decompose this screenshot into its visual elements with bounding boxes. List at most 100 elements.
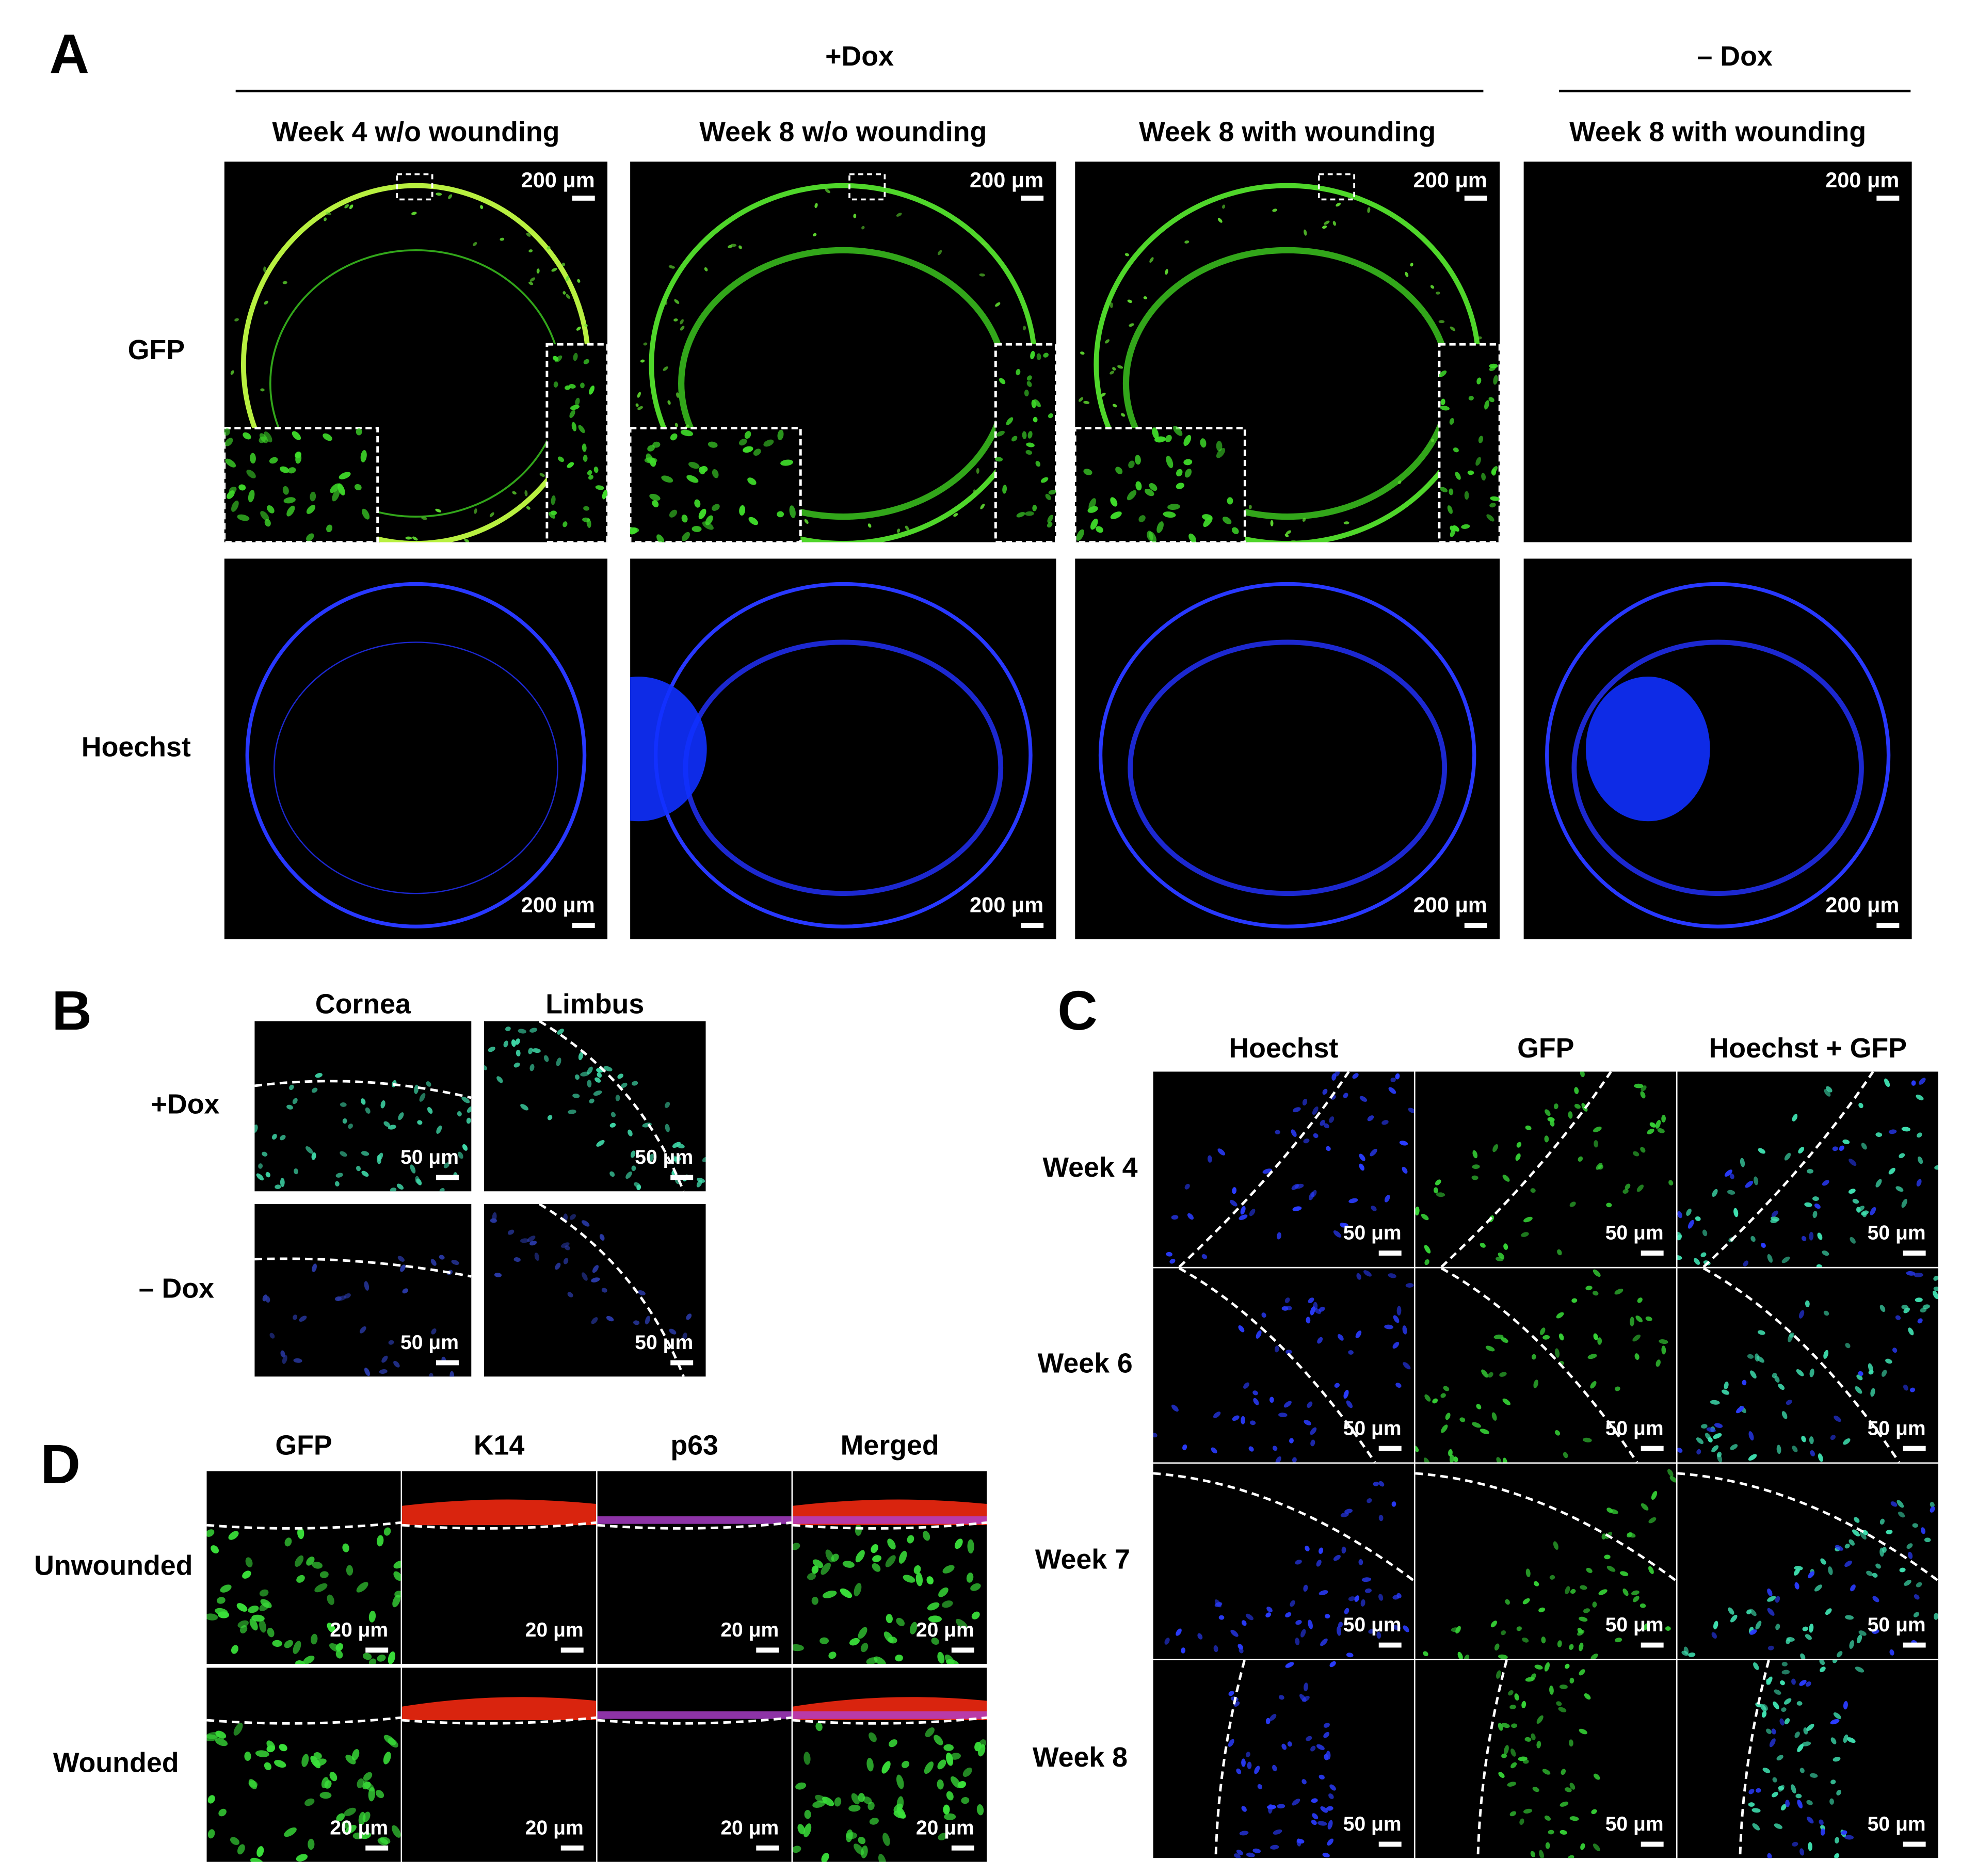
nucleus bbox=[231, 1645, 238, 1654]
nucleus bbox=[1026, 442, 1035, 447]
nucleus bbox=[889, 1739, 897, 1747]
nucleus bbox=[637, 1290, 646, 1295]
nucleus bbox=[950, 1753, 961, 1760]
nucleus bbox=[1784, 1718, 1790, 1725]
panel-letter: C bbox=[1057, 980, 1098, 1041]
nucleus bbox=[1048, 489, 1056, 495]
nucleus bbox=[520, 1238, 529, 1243]
nucleus bbox=[1532, 1787, 1539, 1792]
nucleus bbox=[262, 1151, 268, 1157]
nucleus bbox=[342, 1821, 351, 1829]
nucleus bbox=[294, 1168, 298, 1175]
nucleus bbox=[1476, 1404, 1482, 1409]
nucleus bbox=[825, 188, 830, 194]
nucleus bbox=[243, 432, 251, 440]
nucleus bbox=[815, 1722, 823, 1731]
nucleus bbox=[354, 484, 362, 491]
nucleus bbox=[1275, 1130, 1280, 1135]
nucleus bbox=[1348, 1596, 1356, 1601]
boundary-line bbox=[206, 1521, 401, 1530]
nucleus bbox=[334, 1296, 342, 1301]
nucleus bbox=[896, 213, 902, 217]
nucleus bbox=[937, 250, 942, 255]
nucleus bbox=[1579, 1669, 1585, 1676]
nucleus bbox=[1197, 1633, 1203, 1640]
nucleus bbox=[1252, 1848, 1261, 1853]
nucleus bbox=[1856, 1207, 1861, 1213]
nucleus bbox=[306, 505, 316, 514]
nucleus bbox=[1858, 1371, 1863, 1376]
nucleus bbox=[1367, 1498, 1372, 1503]
nucleus bbox=[264, 519, 271, 527]
nucleus bbox=[1423, 1651, 1428, 1657]
nucleus bbox=[1402, 1166, 1408, 1174]
nucleus bbox=[1184, 469, 1192, 478]
nucleus bbox=[1792, 1841, 1798, 1847]
nucleus bbox=[643, 342, 648, 346]
nucleus bbox=[1832, 1660, 1838, 1663]
nucleus bbox=[1245, 1752, 1250, 1757]
nucleus bbox=[888, 1637, 897, 1644]
nucleus bbox=[570, 405, 580, 410]
nucleus bbox=[1728, 1607, 1734, 1615]
nucleus bbox=[1485, 1345, 1495, 1352]
nucleus bbox=[1781, 1707, 1787, 1712]
nucleus bbox=[1866, 1570, 1873, 1576]
nucleus bbox=[1870, 1207, 1876, 1215]
nucleus bbox=[1468, 396, 1474, 400]
nucleus bbox=[1403, 1625, 1409, 1632]
nucleus bbox=[1625, 1183, 1631, 1190]
nucleus bbox=[944, 1813, 956, 1820]
nucleus bbox=[299, 1316, 307, 1322]
nucleus bbox=[853, 214, 857, 218]
nucleus bbox=[1567, 1855, 1574, 1858]
lens bbox=[630, 677, 707, 822]
nucleus bbox=[1319, 1590, 1328, 1596]
nucleus bbox=[860, 1643, 869, 1653]
scale-bar-label: 50 μm bbox=[1605, 1222, 1664, 1244]
nucleus bbox=[1188, 533, 1196, 542]
nucleus bbox=[484, 1065, 487, 1070]
nucleus bbox=[234, 318, 239, 322]
nucleus bbox=[1749, 1629, 1757, 1635]
nucleus bbox=[780, 459, 794, 466]
nucleus bbox=[1310, 1439, 1315, 1447]
nucleus bbox=[1713, 1621, 1718, 1630]
nucleus bbox=[1620, 1571, 1629, 1576]
nucleus bbox=[1521, 1232, 1529, 1237]
nucleus bbox=[1248, 505, 1252, 509]
nucleus bbox=[1088, 498, 1096, 510]
nucleus bbox=[631, 1081, 638, 1086]
nucleus bbox=[1794, 1566, 1803, 1570]
nucleus bbox=[1816, 1264, 1823, 1267]
nucleus bbox=[1648, 1566, 1654, 1574]
nucleus bbox=[352, 1832, 363, 1839]
eye-inner bbox=[1571, 639, 1864, 896]
nucleus bbox=[1464, 491, 1469, 500]
nucleus bbox=[1324, 220, 1330, 225]
nucleus bbox=[978, 1739, 986, 1748]
nucleus bbox=[1712, 1189, 1718, 1197]
nucleus bbox=[381, 1355, 388, 1363]
nucleus bbox=[306, 533, 314, 541]
nucleus bbox=[1694, 1258, 1700, 1265]
nucleus bbox=[1579, 1728, 1587, 1735]
nucleus bbox=[248, 490, 255, 503]
nucleus bbox=[1606, 1202, 1612, 1208]
nucleus bbox=[831, 1553, 839, 1562]
nucleus bbox=[249, 1618, 258, 1631]
boundary-line bbox=[206, 1716, 401, 1725]
nucleus bbox=[492, 1212, 497, 1222]
nucleus bbox=[345, 1825, 357, 1834]
nucleus bbox=[1364, 1588, 1372, 1593]
nucleus bbox=[346, 1565, 353, 1576]
column-header: Limbus bbox=[545, 989, 644, 1020]
nucleus bbox=[1579, 1616, 1588, 1622]
nucleus bbox=[994, 457, 1003, 462]
nucleus bbox=[1633, 1151, 1639, 1157]
nucleus bbox=[1822, 1250, 1829, 1256]
nucleus bbox=[1239, 1831, 1249, 1836]
nucleus bbox=[793, 1846, 801, 1853]
nucleus bbox=[1569, 1783, 1576, 1790]
eye-inner bbox=[273, 642, 558, 894]
